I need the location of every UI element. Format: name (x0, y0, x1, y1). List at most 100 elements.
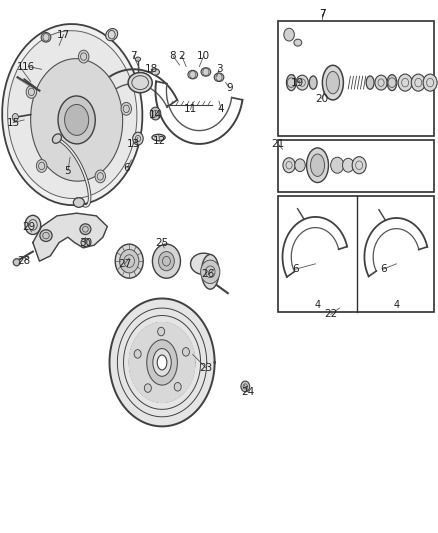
Ellipse shape (152, 69, 159, 75)
Text: 17: 17 (57, 30, 70, 39)
Text: 1: 1 (16, 62, 23, 71)
Text: 3: 3 (215, 64, 223, 74)
Text: 7: 7 (318, 10, 325, 19)
Ellipse shape (81, 239, 90, 247)
Text: 12: 12 (153, 136, 166, 146)
Text: 25: 25 (155, 238, 169, 247)
Circle shape (375, 75, 387, 90)
Text: 2: 2 (178, 51, 185, 61)
Ellipse shape (366, 76, 374, 90)
Bar (278, 21, 434, 136)
Ellipse shape (157, 355, 167, 370)
Circle shape (283, 158, 295, 173)
Circle shape (152, 244, 180, 278)
Text: 16: 16 (22, 62, 35, 71)
Ellipse shape (153, 349, 171, 376)
Text: 22: 22 (324, 310, 337, 319)
Circle shape (115, 244, 143, 278)
Ellipse shape (147, 340, 177, 385)
Circle shape (121, 102, 131, 115)
Ellipse shape (161, 256, 172, 266)
Circle shape (134, 350, 141, 358)
Ellipse shape (7, 31, 137, 198)
Text: 13: 13 (127, 139, 140, 149)
Text: 7: 7 (318, 10, 325, 19)
Circle shape (150, 107, 161, 120)
Text: 7: 7 (130, 51, 137, 61)
Text: 6: 6 (292, 264, 299, 274)
Ellipse shape (2, 24, 142, 205)
Circle shape (241, 381, 250, 392)
Ellipse shape (64, 104, 89, 135)
Ellipse shape (106, 29, 118, 41)
Circle shape (295, 159, 305, 172)
Circle shape (95, 170, 106, 183)
Ellipse shape (80, 224, 91, 235)
Text: 11: 11 (184, 104, 197, 114)
Ellipse shape (31, 59, 123, 181)
Text: 8: 8 (170, 51, 177, 61)
Ellipse shape (214, 73, 224, 82)
Ellipse shape (326, 71, 339, 94)
Text: 24: 24 (241, 387, 254, 397)
Ellipse shape (191, 253, 217, 274)
Ellipse shape (322, 66, 343, 100)
Ellipse shape (307, 148, 328, 182)
Text: 29: 29 (22, 222, 35, 231)
Circle shape (174, 383, 181, 391)
Ellipse shape (311, 154, 325, 176)
Circle shape (284, 28, 294, 41)
Text: 26: 26 (201, 270, 215, 279)
Ellipse shape (387, 75, 397, 91)
Text: 14: 14 (149, 110, 162, 119)
Text: 20: 20 (315, 94, 328, 103)
Text: 4: 4 (393, 300, 399, 310)
Circle shape (158, 327, 165, 336)
Circle shape (296, 75, 308, 90)
Ellipse shape (53, 134, 61, 143)
Ellipse shape (201, 68, 211, 76)
Ellipse shape (294, 39, 302, 46)
Circle shape (201, 260, 220, 284)
Text: 23: 23 (199, 363, 212, 373)
Circle shape (343, 158, 354, 172)
Circle shape (120, 249, 139, 273)
Circle shape (411, 74, 425, 91)
Ellipse shape (286, 75, 296, 91)
Text: 6: 6 (380, 264, 387, 274)
Text: 27: 27 (118, 259, 131, 269)
Ellipse shape (309, 76, 317, 90)
Text: 19: 19 (291, 78, 304, 87)
Bar (278, 196, 434, 312)
Ellipse shape (152, 134, 165, 141)
Polygon shape (129, 322, 195, 402)
Ellipse shape (135, 57, 141, 61)
Text: 9: 9 (226, 83, 233, 93)
Circle shape (352, 157, 366, 174)
Ellipse shape (128, 72, 152, 93)
Ellipse shape (188, 70, 198, 79)
Ellipse shape (41, 33, 51, 42)
Text: 5: 5 (64, 166, 71, 175)
Text: 21: 21 (272, 139, 285, 149)
Polygon shape (33, 213, 107, 261)
Circle shape (26, 85, 37, 98)
Text: 15: 15 (7, 118, 20, 127)
Ellipse shape (201, 255, 219, 289)
Circle shape (398, 74, 412, 91)
Ellipse shape (58, 96, 95, 144)
Bar (278, 140, 434, 192)
Circle shape (133, 132, 143, 145)
Circle shape (36, 159, 47, 172)
Text: 28: 28 (18, 256, 31, 266)
Ellipse shape (74, 198, 84, 207)
Text: 4: 4 (218, 104, 225, 114)
Text: 18: 18 (145, 64, 158, 74)
Text: 10: 10 (197, 51, 210, 61)
Circle shape (145, 384, 152, 392)
Circle shape (12, 114, 18, 121)
Circle shape (331, 157, 344, 173)
Circle shape (78, 50, 89, 63)
Polygon shape (110, 298, 215, 426)
Ellipse shape (13, 259, 20, 265)
